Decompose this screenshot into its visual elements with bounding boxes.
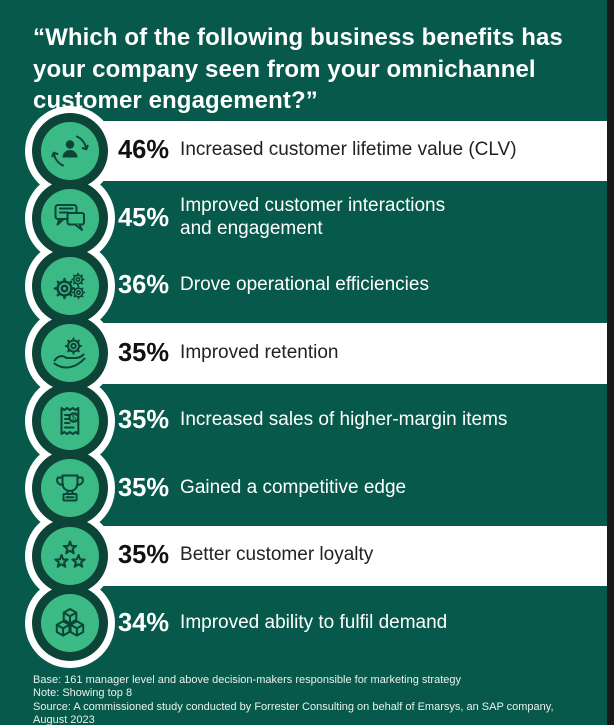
icon-circle-fill — [41, 324, 99, 383]
benefit-percentage: 35% — [118, 541, 170, 570]
benefit-percentage: 46% — [118, 136, 170, 165]
footnote-source: Source: A commissioned study conducted b… — [33, 700, 554, 725]
row-highlight-bar — [40, 525, 614, 586]
benefit-label: Better customer loyalty — [180, 544, 374, 566]
footnote-note: Note: Showing top 8 — [33, 687, 133, 700]
svg-text:$: $ — [72, 413, 77, 422]
icon-circle — [32, 247, 108, 324]
benefit-label: Gained a competitive edge — [180, 476, 407, 498]
benefit-percentage: 35% — [118, 338, 170, 367]
icon-circle — [32, 315, 108, 392]
benefit-label: Drove operational efficiencies — [180, 274, 429, 296]
stars-icon — [54, 540, 86, 568]
benefit-percentage: 45% — [118, 203, 170, 232]
receipt-icon: $ — [60, 406, 80, 435]
benefit-row: 45% Improved customer interactions and e… — [0, 173, 614, 264]
row-highlight-bar — [40, 323, 614, 384]
page-edge — [607, 0, 614, 725]
icon-circle-fill — [41, 121, 99, 180]
benefit-row: 35% Gained a competitive edge — [0, 443, 614, 534]
benefit-label: Increased sales of higher-margin items — [180, 409, 508, 431]
benefit-row: 35% Better customer loyalty — [0, 510, 614, 601]
icon-circle-fill — [41, 189, 99, 248]
hand-gear-icon — [53, 337, 86, 369]
icon-circle-fill: $ — [41, 391, 99, 450]
cubes-icon — [55, 608, 85, 637]
row-highlight-bar — [40, 120, 614, 181]
chart-title: “Which of the following business benefit… — [33, 24, 563, 115]
benefit-list: 46% Increased customer lifetime value (C… — [0, 105, 614, 669]
icon-circle: $ — [32, 382, 108, 459]
icon-circle — [32, 450, 108, 527]
gears-icon — [53, 272, 86, 299]
benefit-row: 46% Increased customer lifetime value (C… — [0, 105, 614, 196]
benefit-row: 35% Improved retention — [0, 308, 614, 399]
benefit-label: Improved customer interactions and engag… — [180, 195, 446, 240]
footnote-base: Base: 161 manager level and above decisi… — [33, 674, 462, 686]
trophy-icon — [56, 474, 84, 502]
customer-lifecycle-icon — [51, 135, 89, 167]
chat-bubbles-icon — [54, 204, 85, 232]
icon-circle — [32, 517, 108, 594]
benefit-percentage: 35% — [118, 473, 170, 502]
footnotes: Base: 161 manager level and above decisi… — [33, 674, 589, 725]
icon-circle-fill — [41, 256, 99, 315]
icon-circle — [32, 585, 108, 662]
icon-circle — [32, 112, 108, 189]
icon-circle-fill — [41, 594, 99, 653]
benefit-percentage: 35% — [118, 406, 170, 435]
benefit-label: Improved retention — [180, 341, 339, 363]
benefit-row: 34% Improved ability to fulfil demand — [0, 578, 614, 669]
benefit-row: $ 35% Increased sales of higher-margin i… — [0, 375, 614, 466]
benefit-label: Improved ability to fulfil demand — [180, 611, 448, 633]
benefit-label: Increased customer lifetime value (CLV) — [180, 139, 517, 161]
icon-circle-fill — [41, 526, 99, 585]
icon-circle-fill — [41, 459, 99, 518]
benefit-row: 36% Drove operational efficiencies — [0, 240, 614, 331]
icon-circle — [32, 180, 108, 257]
benefit-percentage: 34% — [118, 608, 170, 637]
benefit-percentage: 36% — [118, 271, 170, 300]
